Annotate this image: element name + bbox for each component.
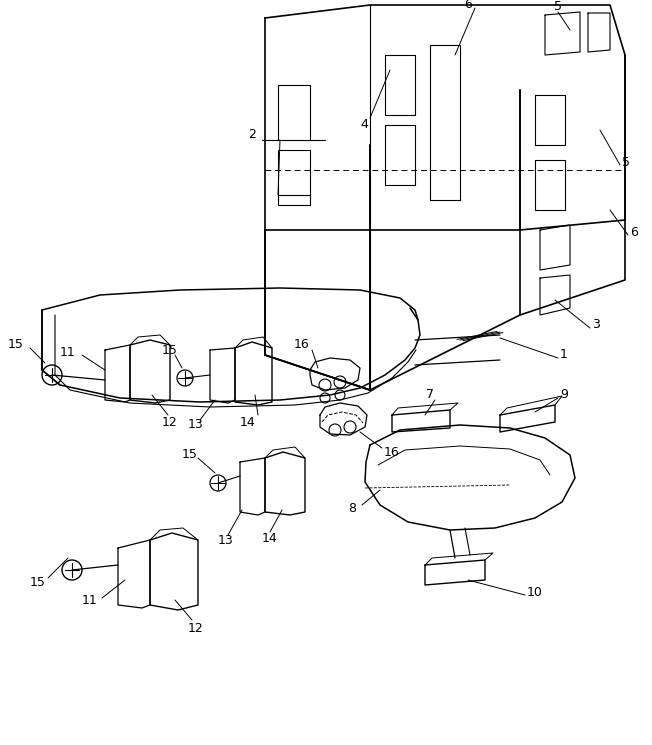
Text: 5: 5 xyxy=(554,0,562,13)
Text: 12: 12 xyxy=(162,416,178,428)
Text: 15: 15 xyxy=(162,343,178,357)
Text: 13: 13 xyxy=(218,533,234,547)
Text: 6: 6 xyxy=(464,0,472,11)
Text: 11: 11 xyxy=(60,346,76,358)
Text: 14: 14 xyxy=(240,416,256,428)
Text: 13: 13 xyxy=(188,419,203,431)
Text: 9: 9 xyxy=(560,387,568,401)
Text: 2: 2 xyxy=(248,128,256,142)
Text: 3: 3 xyxy=(592,319,600,332)
Text: 5: 5 xyxy=(622,156,630,168)
Text: 7: 7 xyxy=(426,387,434,401)
Text: 15: 15 xyxy=(182,448,198,460)
Text: 15: 15 xyxy=(8,338,24,352)
Text: 6: 6 xyxy=(630,226,638,238)
Text: 16: 16 xyxy=(294,338,310,352)
Text: 15: 15 xyxy=(30,575,46,589)
Text: 12: 12 xyxy=(188,621,203,635)
Text: 14: 14 xyxy=(262,531,278,545)
Text: 4: 4 xyxy=(360,118,368,132)
Text: 10: 10 xyxy=(527,586,543,598)
Text: 16: 16 xyxy=(384,446,400,458)
Text: 1: 1 xyxy=(560,349,568,361)
Text: 11: 11 xyxy=(82,594,98,606)
Text: 8: 8 xyxy=(348,501,356,515)
